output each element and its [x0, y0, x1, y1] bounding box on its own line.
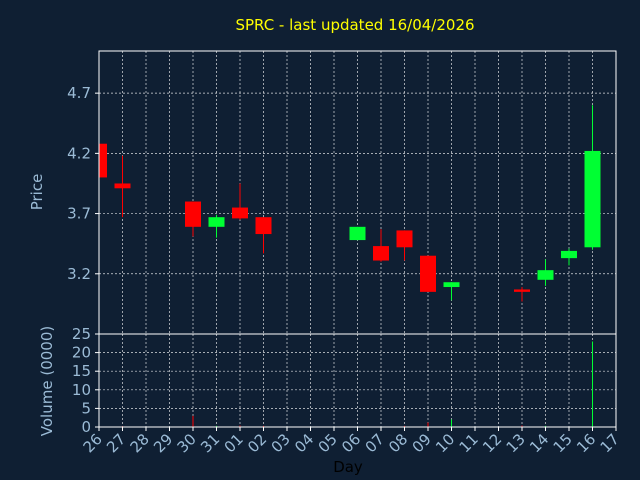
x-tick-label: 14 [526, 430, 552, 456]
candle-body [514, 289, 530, 292]
x-tick-label: 12 [479, 430, 505, 456]
x-ticks: 2627282930310102030405060708091011121314… [80, 427, 623, 456]
candle-body [255, 217, 272, 235]
price-candles [98, 105, 601, 302]
candle-14 [537, 259, 554, 286]
x-tick-label: 16 [573, 430, 599, 456]
candle-body [99, 143, 107, 178]
candle-01 [232, 183, 248, 220]
x-tick-label: 28 [127, 430, 153, 456]
x-tick-label: 10 [432, 430, 458, 456]
candle-body [396, 230, 413, 248]
x-tick-label: 15 [550, 430, 576, 456]
x-tick-label: 01 [221, 430, 247, 456]
candle-26 [98, 143, 107, 178]
x-tick-label: 31 [197, 430, 223, 456]
candle-body [561, 250, 577, 259]
candle-body [185, 201, 201, 227]
candle-body [114, 183, 131, 189]
candle-15 [561, 248, 577, 266]
candle-16 [584, 105, 601, 250]
candle-body [349, 226, 366, 241]
volume-tick-label: 5 [81, 399, 91, 417]
candle-body [373, 246, 389, 261]
candle-body [584, 150, 601, 248]
x-tick-label: 08 [385, 430, 411, 456]
candle-31 [208, 214, 225, 238]
candle-08 [396, 230, 413, 261]
volume-tick-label: 0 [81, 418, 91, 436]
x-axis-label: Day [333, 458, 363, 476]
x-tick-label: 06 [338, 430, 364, 456]
x-tick-label: 29 [150, 430, 176, 456]
x-tick-label: 04 [291, 430, 317, 456]
candle-02 [255, 217, 272, 254]
candle-10 [443, 282, 460, 301]
candle-body [443, 282, 460, 288]
candle-body [208, 217, 225, 227]
x-tick-label: 09 [409, 430, 435, 456]
candle-body [232, 207, 248, 219]
x-tick-label: 11 [456, 430, 482, 456]
candle-13 [514, 287, 530, 302]
x-tick-label: 27 [103, 430, 129, 456]
price-grid [99, 51, 616, 334]
candle-body [537, 270, 554, 280]
x-tick-label: 13 [503, 430, 529, 456]
candle-07 [373, 229, 389, 262]
candle-27 [114, 155, 131, 218]
x-tick-label: 07 [362, 430, 388, 456]
x-tick-label: 30 [174, 430, 200, 456]
x-tick-label: 05 [315, 430, 341, 456]
candle-body [420, 255, 436, 292]
price-tick-label: 4.2 [67, 144, 91, 162]
candle-30 [185, 201, 201, 237]
price-tick-label: 3.2 [67, 265, 91, 283]
volume-tick-label: 10 [72, 381, 91, 399]
x-tick-label: 17 [597, 430, 623, 456]
candle-06 [349, 226, 366, 241]
candle-09 [420, 255, 436, 292]
price-tick-label: 3.7 [67, 205, 91, 223]
volume-grid [99, 334, 616, 427]
x-tick-label: 03 [268, 430, 294, 456]
volume-tick-label: 15 [72, 362, 91, 380]
price-tick-label: 4.7 [67, 84, 91, 102]
price-y-ticks: 3.2 3.7 4.2 4.7 [67, 84, 99, 283]
price-axis-label: Price [28, 174, 46, 211]
volume-axis-label: Volume (0000) [38, 326, 56, 436]
volume-tick-label: 25 [72, 325, 91, 343]
chart-title: SPRC - last updated 16/04/2026 [235, 16, 474, 34]
volume-tick-label: 20 [72, 344, 91, 362]
x-tick-label: 02 [244, 430, 270, 456]
